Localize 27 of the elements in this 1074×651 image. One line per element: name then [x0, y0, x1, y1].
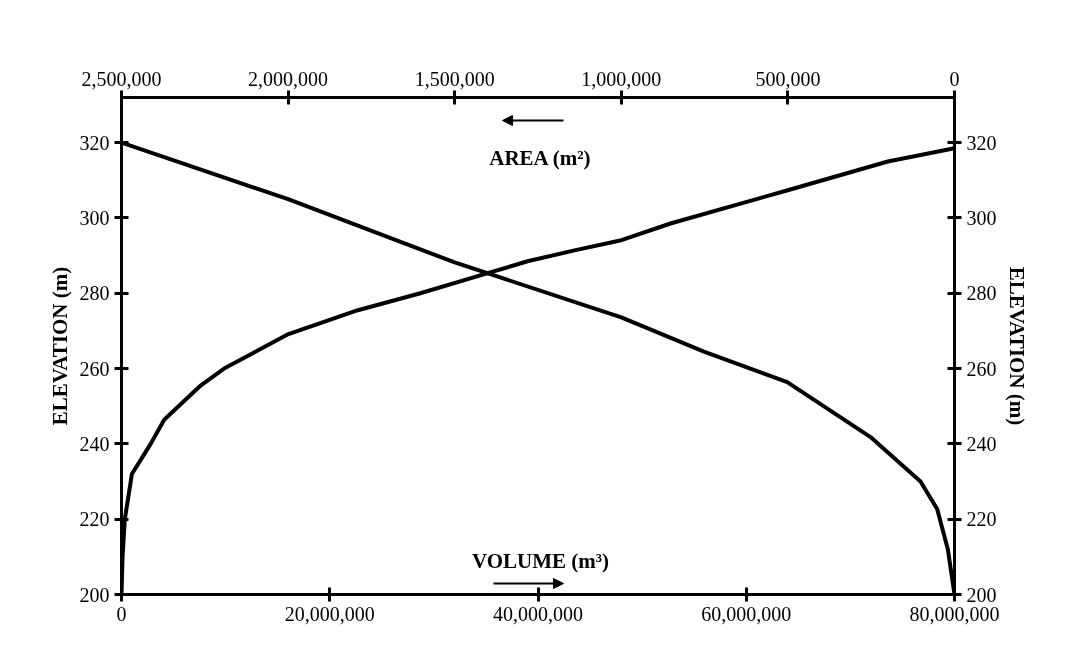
- y-tick-label: 240: [79, 432, 110, 455]
- y-tick-label: 300: [79, 206, 110, 229]
- y2-tick-label: 320: [966, 131, 997, 154]
- y2-tick-label: 280: [966, 282, 997, 305]
- y-tick-label: 320: [79, 131, 110, 154]
- y2-tick-label: 220: [966, 508, 997, 531]
- y2-tick-label: 300: [966, 206, 997, 229]
- y2-tick-label: 240: [966, 432, 997, 455]
- x2-tick-label: 1,500,000: [414, 67, 495, 90]
- x-tick-label: 0: [116, 602, 127, 625]
- x2-tick-label: 1,000,000: [581, 67, 662, 90]
- x-tick-label: 40,000,000: [493, 602, 583, 625]
- x2-tick-label: 0: [949, 67, 960, 90]
- y-tick-label: 260: [79, 357, 110, 380]
- y-tick-label: 280: [79, 282, 110, 305]
- y2-axis-title: ELEVATION (m): [1004, 266, 1029, 426]
- y2-tick-label: 260: [966, 357, 997, 380]
- x2-tick-label: 2,500,000: [81, 67, 162, 90]
- x-tick-label: 60,000,000: [701, 602, 792, 625]
- y-axis-title: ELEVATION (m): [47, 266, 72, 426]
- x2-axis-title: AREA (m²): [489, 145, 591, 170]
- x2-tick-label: 2,000,000: [248, 67, 329, 90]
- x2-tick-label: 500,000: [755, 67, 821, 90]
- x-axis-title: VOLUME (m³): [471, 548, 610, 573]
- y-tick-label: 200: [79, 583, 110, 606]
- y-tick-label: 220: [79, 508, 110, 531]
- x-tick-label: 20,000,000: [284, 602, 375, 625]
